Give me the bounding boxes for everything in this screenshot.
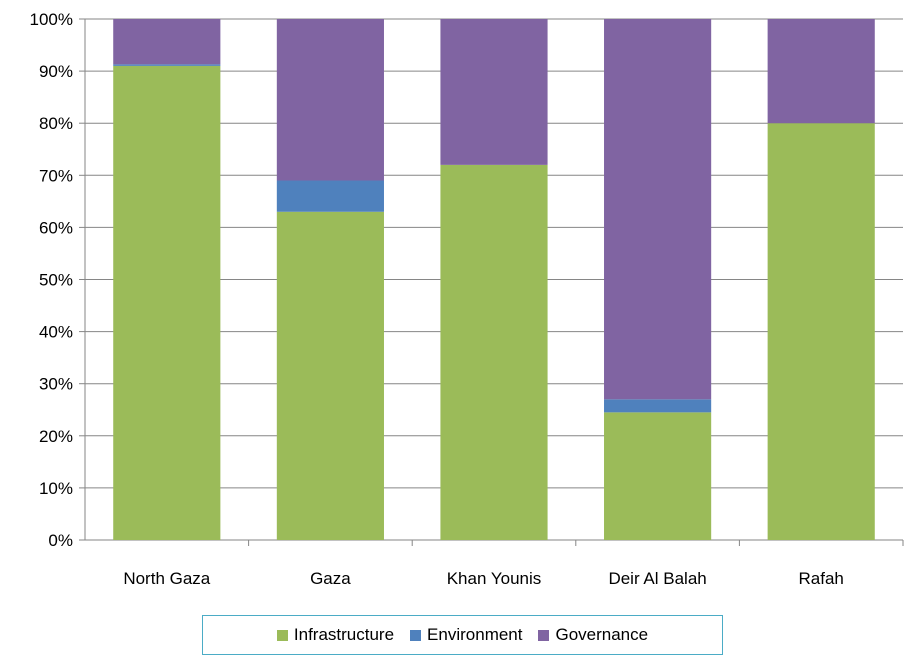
y-tick-label: 80% [39,114,73,133]
legend-item-environment: Environment [410,625,522,645]
bar-segment-infrastructure [113,65,221,540]
bar-segment-environment [276,180,384,212]
bar-segment-infrastructure [604,412,712,540]
y-tick-label: 0% [48,531,73,550]
legend-label-environment: Environment [427,625,523,644]
y-tick-label: 10% [39,479,73,498]
bar-segment-infrastructure [767,123,875,540]
x-tick-label: Gaza [310,569,351,588]
bar-segment-governance [113,19,221,65]
x-tick-label: Khan Younis [447,569,542,588]
y-tick-label: 20% [39,427,73,446]
legend-item-governance: Governance [538,625,648,645]
bar-segment-governance [604,19,712,400]
legend-swatch-infrastructure [276,629,288,641]
chart-legend: Infrastructure Environment Governance [202,615,723,655]
chart-plot-area: 0% 10% 20% 30% 40% 50% 60% 70% 80% 90% 100% North G… [30,10,904,588]
y-tick-label: 40% [39,323,73,342]
x-tick-label: Deir Al Balah [608,569,706,588]
legend-label-governance: Governance [555,625,649,644]
bar-segment-governance [440,19,548,165]
legend-item-infrastructure: Infrastructure [276,625,395,645]
legend-swatch-governance [538,629,550,641]
y-tick-label: 30% [39,375,73,394]
bar-segment-environment [113,64,221,66]
x-tick-label: North Gaza [123,569,210,588]
bar-segment-infrastructure [276,211,384,540]
y-tick-label: 100% [30,10,73,29]
bar-segment-environment [604,399,712,413]
legend-swatch-environment [410,629,422,641]
y-tick-label: 50% [39,271,73,290]
legend-label-infrastructure: Infrastructure [293,625,395,644]
bar-segment-governance [276,19,384,181]
x-tick-label: Rafah [799,569,844,588]
bar-segment-governance [767,19,875,124]
y-tick-label: 60% [39,218,73,237]
bar-segment-infrastructure [440,164,548,540]
y-tick-label: 70% [39,166,73,185]
y-tick-label: 90% [39,62,73,81]
